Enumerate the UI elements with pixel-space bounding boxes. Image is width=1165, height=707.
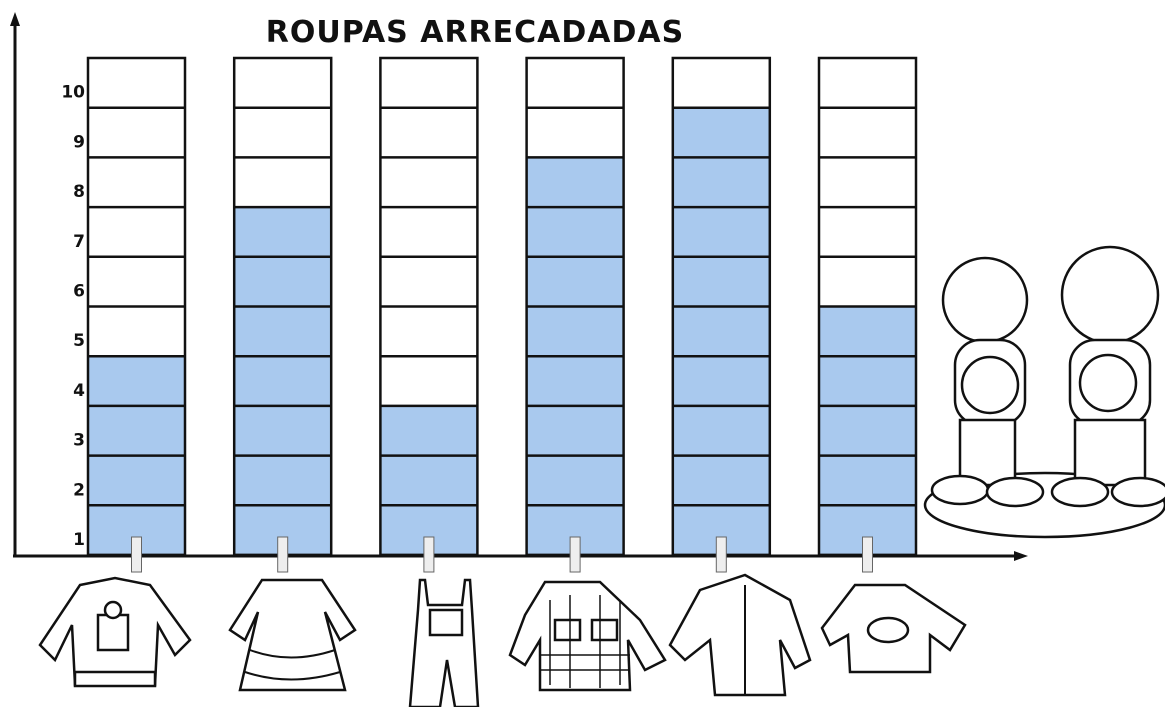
y-tick-label: 9	[73, 132, 85, 152]
y-tick-label: 8	[73, 182, 85, 202]
chart: ROUPAS ARRECADADAS	[0, 0, 1165, 707]
y-tick-label: 10	[61, 83, 85, 103]
clothespin	[278, 537, 288, 572]
plaid-jacket	[510, 582, 665, 690]
clothespin	[570, 537, 580, 572]
clothespin	[863, 537, 873, 572]
y-tick-label: 5	[73, 331, 85, 351]
bar	[673, 108, 770, 555]
overalls	[410, 580, 478, 707]
plot-area	[88, 58, 916, 572]
clothespin	[132, 537, 142, 572]
sweater	[40, 578, 190, 686]
y-tick-label: 6	[73, 282, 85, 302]
clothespin	[716, 537, 726, 572]
clothespin	[424, 537, 434, 572]
chart-title: ROUPAS ARRECADADAS	[266, 15, 684, 50]
y-tick-label: 2	[73, 480, 85, 500]
y-tick-label: 3	[73, 431, 85, 451]
bar	[380, 406, 477, 555]
y-tick-label: 4	[73, 381, 85, 401]
y-tick-label: 1	[73, 530, 85, 550]
tshirt	[822, 585, 965, 672]
children-illustration	[925, 247, 1165, 537]
y-tick-label: 7	[73, 232, 85, 252]
hoodie	[670, 575, 810, 695]
dress	[230, 580, 355, 690]
bar	[819, 307, 916, 556]
bar	[234, 207, 331, 555]
